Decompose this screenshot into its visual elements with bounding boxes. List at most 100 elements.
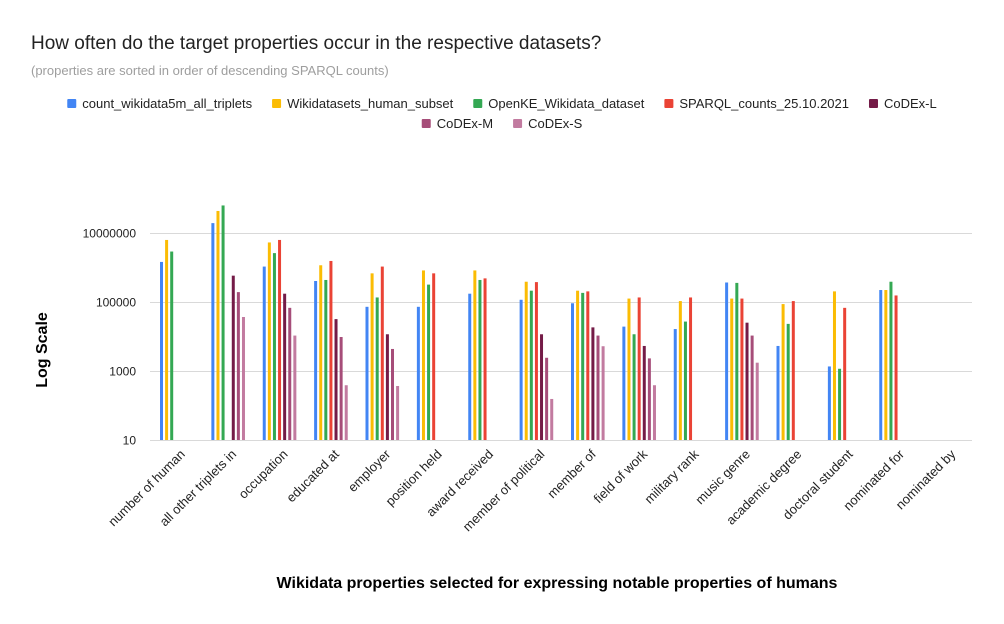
bar: SPARQL_counts_25.10.2021 — position held… (432, 273, 436, 440)
bar: count_wikidata5m_all_triplets — position… (416, 306, 420, 440)
bar: SPARQL_counts_25.10.2021 — occupation: 6… (278, 239, 282, 440)
bar: CoDEx-L — member of political: 12000 (540, 334, 544, 440)
y-axis-ticks: 10 1000 100000 10000000 (83, 227, 137, 448)
legend-swatch (513, 119, 523, 128)
bar: OpenKE_Wikidata_dataset — music genre: 3… (735, 282, 739, 440)
bar: count_wikidata5m_all_triplets — field of… (622, 326, 626, 440)
x-category-label: member of (544, 446, 599, 501)
bar: OpenKE_Wikidata_dataset — field of work:… (632, 334, 636, 440)
legend-label: count_wikidata5m_all_triplets (82, 96, 252, 111)
bar: Wikidatasets_human_subset — academic deg… (781, 304, 785, 440)
bar: CoDEx-M — occupation: 70000 (288, 307, 292, 440)
y-tick-label: 10000000 (83, 227, 137, 241)
bar: SPARQL_counts_25.10.2021 — member of pol… (534, 282, 538, 440)
x-category-label: employer (345, 446, 394, 495)
bar: OpenKE_Wikidata_dataset — number of huma… (170, 251, 174, 440)
bar: OpenKE_Wikidata_dataset — military rank:… (683, 321, 687, 440)
bar: OpenKE_Wikidata_dataset — position held:… (427, 284, 431, 440)
bar: CoDEx-S — educated at: 400 (344, 385, 348, 440)
legend-swatch (868, 99, 878, 108)
bar: count_wikidata5m_all_triplets — academic… (776, 345, 780, 440)
y-tick-label: 100000 (96, 296, 136, 310)
legend-swatch (67, 99, 77, 108)
bar: CoDEx-S — all other triplets in: 38000 (241, 316, 245, 440)
legend-item: CoDEx-M (421, 116, 493, 131)
bar: count_wikidata5m_all_triplets — doctoral… (827, 366, 831, 440)
bar: Wikidatasets_human_subset — position hel… (421, 270, 425, 440)
y-tick-label: 1000 (109, 365, 136, 379)
legend-label: OpenKE_Wikidata_dataset (488, 96, 644, 111)
bar: OpenKE_Wikidata_dataset — employer: 1400… (375, 297, 379, 440)
legend-label: CoDEx-L (884, 96, 937, 111)
bar: CoDEx-M — field of work: 2400 (647, 358, 651, 440)
bar: count_wikidata5m_all_triplets — member o… (519, 299, 523, 440)
bar: Wikidatasets_human_subset — music genre:… (730, 298, 734, 440)
bar: CoDEx-L — field of work: 5500 (642, 345, 646, 440)
bars: count_wikidata5m_all_triplets — number o… (160, 205, 898, 440)
bar: SPARQL_counts_25.10.2021 — nominated for… (894, 295, 898, 440)
bar: CoDEx-L — educated at: 33000 (334, 319, 338, 440)
legend-label: Wikidatasets_human_subset (287, 96, 454, 111)
x-axis-title: Wikidata properties selected for express… (277, 575, 838, 592)
bar: count_wikidata5m_all_triplets — member o… (571, 303, 574, 440)
bar: Wikidatasets_human_subset — number of hu… (165, 239, 169, 440)
bar: SPARQL_counts_25.10.2021 — award receive… (483, 278, 487, 440)
chart-title: How often do the target properties occur… (31, 33, 602, 54)
bar: CoDEx-S — occupation: 11000 (293, 335, 297, 440)
bar: CoDEx-L — employer: 12000 (385, 334, 389, 440)
bar: count_wikidata5m_all_triplets — number o… (160, 261, 163, 440)
bar: OpenKE_Wikidata_dataset — occupation: 27… (272, 253, 276, 440)
bar: CoDEx-S — employer: 380 (396, 385, 400, 440)
bar: Wikidatasets_human_subset — educated at:… (319, 265, 323, 440)
bar: count_wikidata5m_all_triplets — award re… (468, 293, 472, 440)
bar: CoDEx-M — educated at: 10000 (339, 337, 343, 440)
legend-item: OpenKE_Wikidata_dataset (473, 96, 645, 111)
bar: CoDEx-M — member of political: 2500 (545, 357, 549, 440)
legend-row: CoDEx-M CoDEx-S (421, 116, 583, 131)
x-category-label: educated at (283, 446, 342, 505)
bar: OpenKE_Wikidata_dataset — nominated for:… (889, 281, 893, 440)
bar: Wikidatasets_human_subset — employer: 70… (370, 273, 374, 440)
bar: Wikidatasets_human_subset — member of po… (524, 281, 528, 440)
bar: Wikidatasets_human_subset — member of: 2… (576, 290, 580, 440)
bar: count_wikidata5m_all_triplets — music ge… (725, 282, 729, 440)
legend-item: SPARQL_counts_25.10.2021 (664, 96, 849, 111)
bar: count_wikidata5m_all_triplets — occupati… (262, 266, 266, 440)
bar: Wikidatasets_human_subset — field of wor… (627, 298, 631, 440)
legend-item: count_wikidata5m_all_triplets (67, 96, 253, 111)
bar: SPARQL_counts_25.10.2021 — employer: 110… (380, 266, 384, 440)
bar: OpenKE_Wikidata_dataset — all other trip… (221, 205, 225, 440)
bar: CoDEx-M — music genre: 11000 (750, 335, 754, 440)
bar: OpenKE_Wikidata_dataset — doctoral stude… (838, 368, 842, 440)
bar: SPARQL_counts_25.10.2021 — member of: 21… (586, 291, 590, 440)
y-tick-label: 10 (123, 434, 137, 448)
bar: SPARQL_counts_25.10.2021 — music genre: … (740, 298, 744, 440)
legend-label: CoDEx-S (528, 116, 583, 131)
bar: CoDEx-S — music genre: 1800 (755, 362, 759, 440)
x-category-label: occupation (235, 447, 290, 502)
bar: count_wikidata5m_all_triplets — military… (673, 329, 677, 440)
bar: Wikidatasets_human_subset — doctoral stu… (832, 291, 836, 440)
bar: Wikidatasets_human_subset — occupation: … (267, 242, 271, 440)
bar: SPARQL_counts_25.10.2021 — military rank… (689, 297, 693, 440)
bar: CoDEx-S — member of: 5400 (601, 346, 605, 440)
bar: OpenKE_Wikidata_dataset — award received… (478, 279, 482, 440)
bar: count_wikidata5m_all_triplets — employer… (365, 306, 369, 440)
bar: Wikidatasets_human_subset — award receiv… (473, 270, 477, 440)
bar: OpenKE_Wikidata_dataset — educated at: 4… (324, 279, 328, 440)
legend: count_wikidata5m_all_triplets Wikidataset… (67, 96, 937, 131)
bar: SPARQL_counts_25.10.2021 — academic degr… (791, 301, 795, 440)
bar: Wikidatasets_human_subset — all other tr… (216, 210, 220, 440)
legend-row: count_wikidata5m_all_triplets Wikidataset… (67, 96, 937, 111)
legend-item: CoDEx-S (513, 116, 583, 131)
bar: CoDEx-L — music genre: 26000 (745, 322, 749, 440)
legend-swatch (473, 99, 483, 108)
legend-swatch (421, 119, 431, 128)
bar: count_wikidata5m_all_triplets — all othe… (211, 223, 215, 440)
bar: OpenKE_Wikidata_dataset — member of poli… (529, 290, 533, 440)
bar: CoDEx-S — field of work: 400 (652, 385, 656, 440)
legend-item: CoDEx-L (868, 96, 937, 111)
legend-swatch (272, 99, 282, 108)
